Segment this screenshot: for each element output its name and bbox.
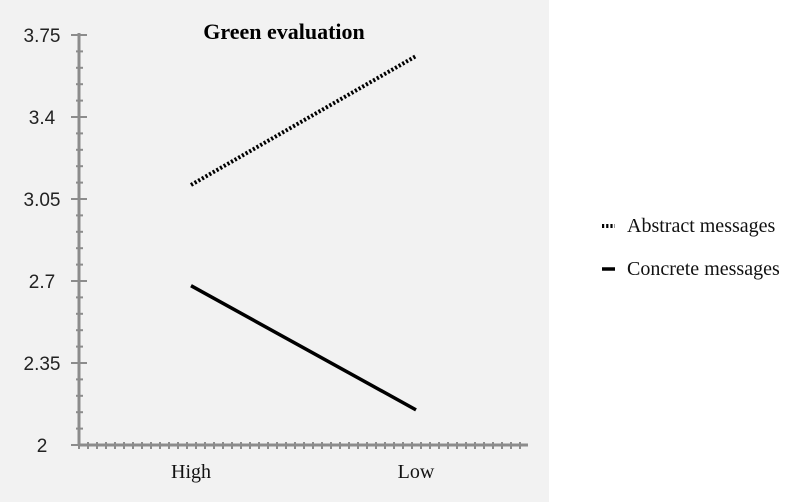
- y-tick-label: 3.05: [24, 190, 61, 211]
- legend-label: Concrete messages: [627, 258, 780, 280]
- series-layer: [190, 54, 417, 412]
- y-tick-label: 3.75: [24, 26, 61, 47]
- y-tick-label: 2.35: [24, 354, 61, 375]
- y-tick-label: 3.4: [29, 108, 56, 129]
- plot-background: [0, 0, 549, 502]
- series-line-concrete-messages: [190, 284, 417, 412]
- x-tick-label: Low: [398, 461, 435, 483]
- y-tick-label: 2.7: [29, 272, 55, 293]
- legend-label: Abstract messages: [627, 215, 776, 237]
- y-tick-label: 2: [37, 436, 48, 457]
- series-line-abstract-messages: [190, 54, 417, 187]
- x-tick-label: High: [171, 461, 211, 483]
- chart-title: Green evaluation: [203, 19, 365, 44]
- axes: 2 2.35 2.7 3.05 3.4 3.75 High Low: [24, 26, 528, 483]
- legend: Abstract messages Concrete messages: [602, 215, 780, 280]
